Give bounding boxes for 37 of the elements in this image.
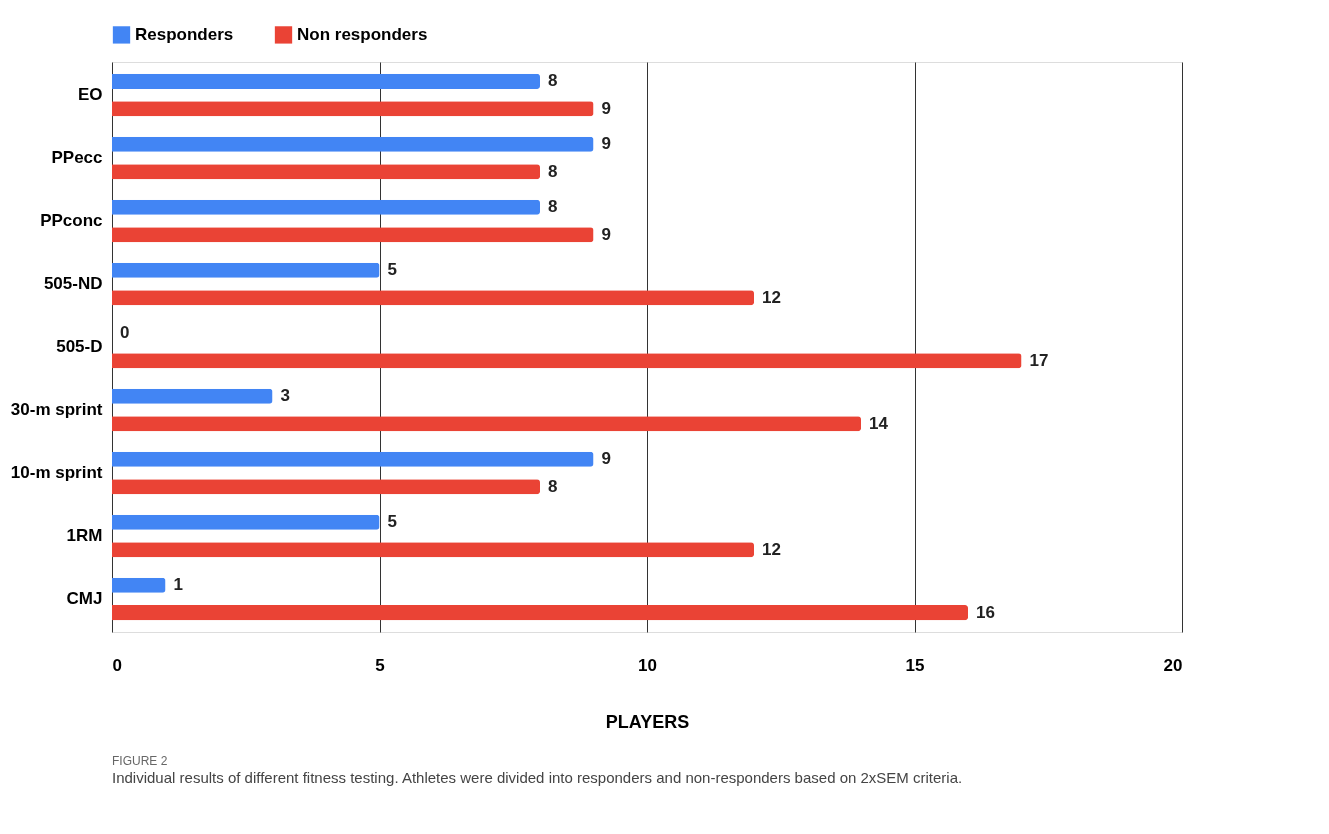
y-tick-label: CMJ	[66, 588, 103, 608]
data-label: 5	[387, 260, 397, 280]
data-label: 5	[387, 512, 397, 532]
data-label: 17	[1029, 350, 1049, 370]
data-label: 9	[601, 98, 611, 118]
data-label: 9	[601, 134, 611, 154]
x-tick-label: 20	[1163, 655, 1183, 675]
y-tick-label: 10-m sprint	[10, 462, 103, 482]
data-label: 8	[548, 197, 558, 217]
data-label: 12	[762, 539, 781, 559]
text: Individual results of different fitness testing. Athletes were divided into responders and non-responders based on 2xSEM criteria.	[112, 769, 963, 786]
y-tick-label: EO	[77, 85, 103, 105]
y-tick-label: 30-m sprint	[10, 399, 103, 419]
y-tick-label: PPecc	[51, 148, 103, 168]
data-label: 8	[548, 161, 558, 181]
x-tick-label: 10	[638, 655, 657, 675]
caption: FIGURE 2	[112, 754, 168, 768]
data-label: 16	[976, 602, 995, 622]
y-tick-label: PPconc	[40, 211, 103, 231]
y-tick-label: 505-D	[56, 337, 103, 356]
x-tick-label: 0	[112, 655, 122, 675]
data-label: 1	[173, 575, 183, 595]
data-label: 8	[548, 476, 558, 496]
y-tick-label: 505-ND	[43, 274, 103, 294]
legend-label: Responders	[135, 24, 234, 44]
data-label: 14	[869, 413, 889, 433]
legend-label: Non responders	[297, 24, 428, 44]
data-label: 9	[601, 224, 611, 244]
data-label: 9	[601, 449, 611, 469]
x-tick-label: 15	[905, 655, 925, 675]
x-axis-title: PLAYERS	[605, 711, 690, 732]
data-label: 3	[280, 386, 290, 406]
y-tick-label: 1RM	[66, 525, 103, 545]
data-label: 8	[548, 71, 558, 91]
data-label: 0	[120, 323, 130, 343]
x-tick-label: 5	[375, 655, 385, 675]
data-label: 12	[762, 287, 781, 307]
